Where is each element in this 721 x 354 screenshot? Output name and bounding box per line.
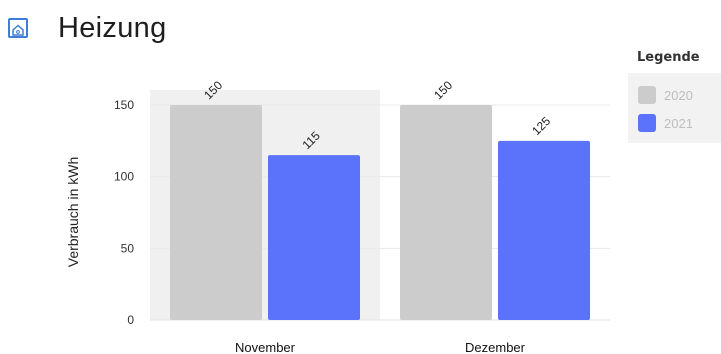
legend-box: 2020 2021: [628, 73, 721, 143]
bar-2020-dezember: [400, 105, 492, 320]
legend-label-2021: 2021: [664, 115, 693, 131]
legend-item-2021[interactable]: 2021: [638, 109, 711, 137]
x-tick-label: Dezember: [465, 340, 526, 354]
bar-2021-dezember: [498, 140, 590, 320]
y-axis-label: Verbrauch in kWh: [65, 157, 81, 268]
y-tick-label: 150: [114, 98, 134, 112]
legend-label-2020: 2020: [664, 87, 693, 103]
y-tick-label: 50: [121, 241, 135, 255]
bar-2020-november: [170, 105, 262, 320]
y-tick-label: 0: [127, 313, 134, 327]
chart-header: Heizung: [8, 8, 167, 48]
home-icon: [8, 18, 28, 38]
legend-swatch-2020: [638, 86, 656, 104]
bar-2021-november: [268, 155, 360, 320]
legend-title: Legende: [637, 50, 700, 65]
legend-swatch-2021: [638, 114, 656, 132]
y-tick-label: 100: [114, 170, 134, 184]
data-label: 125: [529, 114, 553, 138]
x-tick-label: November: [235, 340, 296, 354]
page-title: Heizung: [58, 11, 167, 44]
legend: Legende 2020 2021: [628, 50, 721, 143]
legend-item-2020[interactable]: 2020: [638, 81, 711, 109]
data-label: 150: [431, 78, 455, 102]
